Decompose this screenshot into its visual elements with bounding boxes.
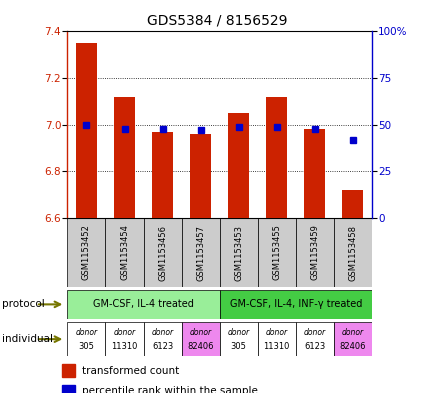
- Text: GM-CSF, IL-4 treated: GM-CSF, IL-4 treated: [93, 299, 194, 309]
- Bar: [219, 322, 257, 356]
- Bar: [304, 129, 325, 218]
- Bar: [257, 322, 295, 356]
- Text: GSM1153456: GSM1153456: [158, 224, 167, 281]
- Bar: [143, 322, 181, 356]
- Bar: [67, 322, 105, 356]
- Text: donor: donor: [75, 329, 97, 338]
- Bar: [257, 218, 295, 287]
- Bar: [105, 322, 143, 356]
- Text: 11310: 11310: [263, 342, 289, 351]
- Text: 305: 305: [79, 342, 94, 351]
- Bar: [219, 290, 371, 319]
- Text: individual: individual: [2, 334, 53, 344]
- Text: 6123: 6123: [303, 342, 325, 351]
- Text: donor: donor: [341, 329, 363, 338]
- Bar: [105, 218, 143, 287]
- Bar: [228, 113, 249, 218]
- Bar: [67, 218, 105, 287]
- Text: GSM1153452: GSM1153452: [82, 224, 91, 281]
- Text: donor: donor: [303, 329, 325, 338]
- Bar: [152, 132, 173, 218]
- Text: donor: donor: [265, 329, 287, 338]
- Bar: [295, 322, 333, 356]
- Text: donor: donor: [189, 329, 211, 338]
- Bar: [114, 97, 135, 218]
- Text: GSM1153459: GSM1153459: [309, 224, 319, 281]
- Bar: [333, 218, 371, 287]
- Text: GSM1153455: GSM1153455: [272, 224, 281, 281]
- Bar: [333, 322, 371, 356]
- Text: GSM1153453: GSM1153453: [233, 224, 243, 281]
- Text: 305: 305: [230, 342, 246, 351]
- Bar: [219, 218, 257, 287]
- Bar: [266, 97, 286, 218]
- Text: protocol: protocol: [2, 299, 45, 309]
- Text: 82406: 82406: [187, 342, 214, 351]
- Text: GM-CSF, IL-4, INF-γ treated: GM-CSF, IL-4, INF-γ treated: [229, 299, 361, 309]
- Bar: [62, 385, 75, 393]
- Text: GDS5384 / 8156529: GDS5384 / 8156529: [147, 14, 287, 28]
- Bar: [76, 43, 97, 218]
- Bar: [62, 364, 75, 376]
- Text: GSM1153458: GSM1153458: [348, 224, 357, 281]
- Bar: [342, 190, 362, 218]
- Bar: [181, 322, 219, 356]
- Bar: [67, 290, 219, 319]
- Bar: [295, 218, 333, 287]
- Text: donor: donor: [151, 329, 173, 338]
- Text: 11310: 11310: [111, 342, 138, 351]
- Text: GSM1153454: GSM1153454: [120, 224, 129, 281]
- Text: 6123: 6123: [151, 342, 173, 351]
- Text: transformed count: transformed count: [82, 365, 178, 376]
- Text: donor: donor: [227, 329, 249, 338]
- Text: 82406: 82406: [339, 342, 365, 351]
- Bar: [143, 218, 181, 287]
- Text: GSM1153457: GSM1153457: [196, 224, 205, 281]
- Text: donor: donor: [113, 329, 135, 338]
- Bar: [181, 218, 219, 287]
- Text: percentile rank within the sample: percentile rank within the sample: [82, 386, 257, 393]
- Bar: [190, 134, 210, 218]
